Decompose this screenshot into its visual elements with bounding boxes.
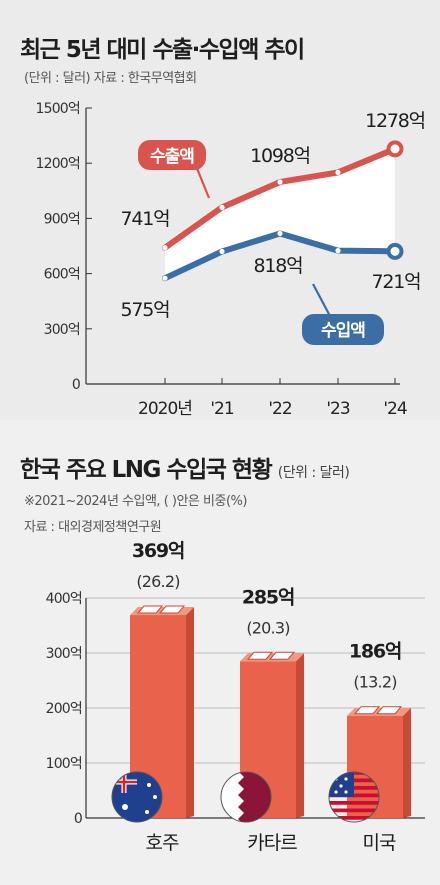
chart1-subtitle: (단위 : 달러) 자료 : 한국무역협회 bbox=[24, 71, 197, 86]
data-point bbox=[277, 230, 283, 237]
data-point-end bbox=[386, 242, 404, 260]
chart2-title-text: 한국 주요 LNG 수입국 현황 bbox=[20, 457, 273, 483]
chart1-title: 최근 5년 대미 수출·수입액 추이 bbox=[20, 37, 305, 63]
x-tick-label: '21 bbox=[210, 399, 233, 419]
category-label: 미국 bbox=[363, 832, 396, 854]
bar-top-brick bbox=[268, 651, 296, 660]
y-tick-label: 200억 bbox=[46, 701, 82, 717]
y-tick-label: 1200억 bbox=[35, 156, 80, 172]
category-label: 호주 bbox=[146, 832, 179, 854]
bar-value-label: 369억 bbox=[132, 540, 184, 562]
y-tick-label: 900억 bbox=[44, 211, 80, 227]
value-annotation: 1278억 bbox=[365, 110, 425, 132]
qatar-flag-icon bbox=[220, 771, 272, 823]
bar-side bbox=[403, 707, 411, 818]
bar-top-brick bbox=[158, 605, 186, 614]
bar-share-label: (26.2) bbox=[136, 572, 179, 591]
import-callout-label: 수입액 bbox=[321, 321, 365, 341]
chart2-source: 자료 : 대외경제정책연구원 bbox=[24, 520, 162, 535]
y-tick-label: 400억 bbox=[46, 591, 82, 607]
y-tick-label: 0 bbox=[72, 377, 80, 393]
chart2-unit: (단위 : 달러) bbox=[277, 465, 350, 481]
chart1-line-chart: 1500억 1200억 900억 600억 300억 0 2020년 '21 '22 '23 '24… bbox=[35, 101, 426, 419]
x-tick-label: '22 bbox=[268, 399, 291, 419]
y-tick-label: 300억 bbox=[44, 322, 80, 338]
bar-top-brick bbox=[375, 706, 403, 715]
bar-top-brick bbox=[136, 605, 164, 614]
data-point bbox=[162, 275, 168, 281]
chart2-bar-chart: 400억 300억 200억 100억 0 369억 (26.2) 호주 285억 (20.3) 카… bbox=[46, 540, 425, 854]
import-callout-box bbox=[302, 314, 384, 345]
value-annotation: 721억 bbox=[372, 271, 421, 293]
y-tick-label: 600억 bbox=[44, 267, 80, 283]
value-annotation: 741억 bbox=[121, 208, 170, 230]
bar-side bbox=[186, 607, 194, 818]
y-tick-label: 0 bbox=[74, 811, 82, 827]
y-tick-label: 300억 bbox=[46, 646, 82, 662]
data-point bbox=[219, 248, 225, 255]
bar-top-brick bbox=[353, 706, 381, 715]
data-point bbox=[335, 169, 341, 175]
gap-area-fill bbox=[165, 148, 395, 279]
value-annotation: 1098억 bbox=[250, 145, 310, 167]
bar-value-label: 186억 bbox=[349, 641, 401, 663]
bar-top-brick bbox=[246, 651, 274, 660]
x-tick-label: '23 bbox=[326, 399, 349, 419]
chart2-title: 한국 주요 LNG 수입국 현황 (단위 : 달러) bbox=[20, 450, 350, 484]
value-annotation: 575억 bbox=[121, 299, 170, 321]
bar-side bbox=[296, 653, 304, 818]
bar bbox=[347, 715, 403, 818]
y-tick-label: 100억 bbox=[46, 756, 82, 772]
x-tick-label: 2020년 bbox=[138, 399, 192, 419]
bar-value-label: 285억 bbox=[242, 586, 294, 608]
import-callout-leader bbox=[312, 283, 331, 317]
chart2-note: ※2021~2024년 수입액, ( )안은 비중(%) bbox=[24, 494, 247, 509]
y-tick-label: 1500억 bbox=[35, 101, 80, 117]
value-annotation: 818억 bbox=[254, 255, 303, 277]
x-tick-label: '24 bbox=[383, 399, 406, 419]
bar-share-label: (20.3) bbox=[246, 618, 289, 637]
export-callout-box bbox=[138, 140, 206, 170]
data-point bbox=[277, 179, 283, 185]
data-point bbox=[335, 248, 341, 254]
data-point bbox=[162, 245, 168, 251]
category-label: 카타르 bbox=[247, 832, 297, 854]
bar-share-label: (13.2) bbox=[353, 673, 396, 692]
export-callout-label: 수출액 bbox=[150, 147, 194, 167]
data-point bbox=[219, 204, 225, 210]
data-point-end bbox=[386, 140, 404, 158]
